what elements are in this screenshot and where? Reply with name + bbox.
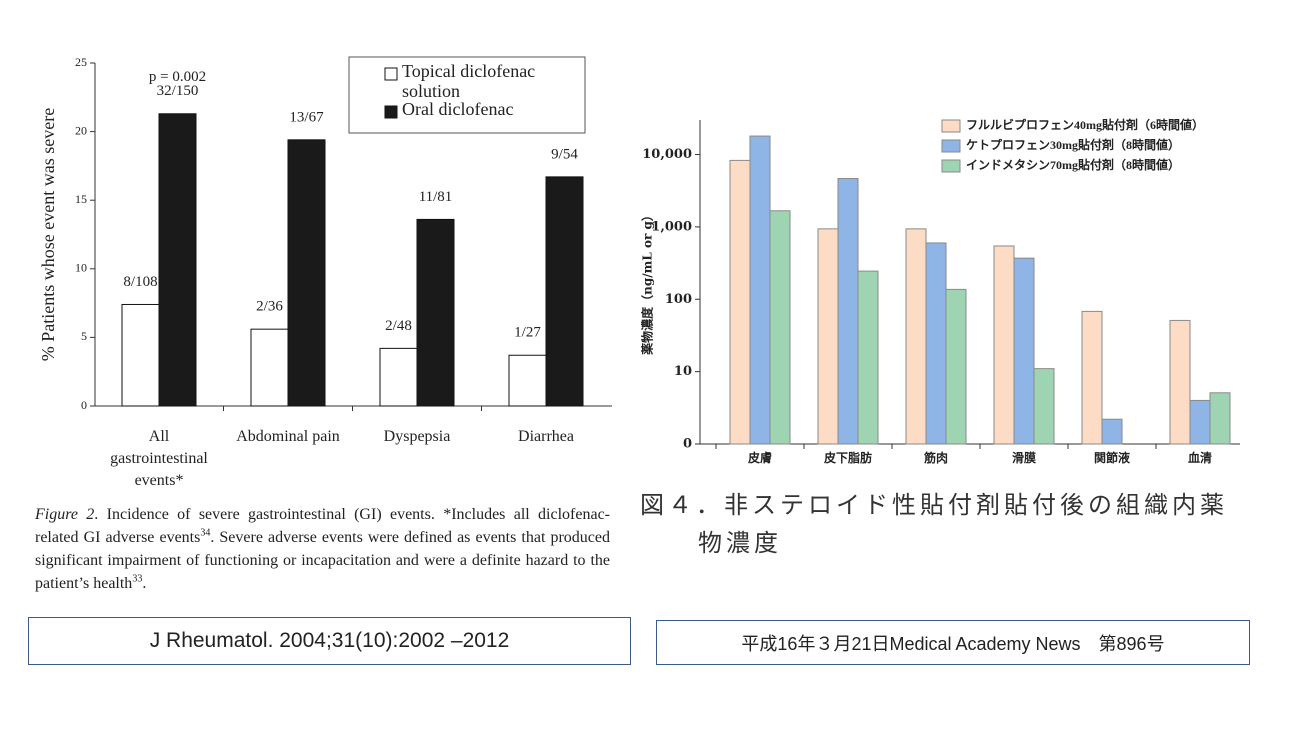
x-tick-label: 皮下脂肪 [823,450,872,465]
legend-label: インドメタシン70mg貼付剤（8時間値） [966,157,1180,172]
legend-label: フルルビプロフェン40mg貼付剤（6時間値） [966,117,1204,132]
y-tick-label: 0 [683,437,692,452]
bar [1189,399,1211,445]
y-tick-label: 5 [81,329,87,343]
bar [287,139,326,407]
y-tick-label: 100 [665,292,692,307]
caption: Figure 2. Incidence of severe gastrointe… [35,503,610,595]
bar [1209,392,1231,445]
value-label: 9/54 [551,146,578,162]
x-tick-label: Diarrhea [518,428,574,445]
bar [857,270,879,445]
bar [1169,319,1191,445]
value-label: 13/67 [289,109,324,125]
chart-title: 図４．非ステロイド性貼付剤貼付後の組織内薬物濃度 [640,491,1228,557]
y-tick-label: 10 [674,364,692,379]
bar [993,245,1015,445]
y-axis-label: % Patients whose event was severe [38,108,58,361]
y-tick-label: 10 [75,261,87,275]
bar [729,159,751,445]
legend-swatch [941,119,961,133]
x-tick-label: All gastrointestinal events* [110,428,208,489]
value-label: 2/48 [385,318,412,334]
y-axis-label: 薬物濃度（ng/mL or g） [640,209,655,355]
bar [905,228,927,445]
caption-part: 33 [132,573,143,585]
bar [158,113,197,407]
bar [1033,368,1055,445]
value-label: 2/36 [256,299,283,315]
legend-label: ケトプロフェン30mg貼付剤（8時間値） [966,137,1180,152]
y-tick-label: 1,000 [651,219,692,234]
legend-swatch [384,105,398,119]
y-tick-label: 20 [75,123,87,137]
value-label: 8/108 [123,274,157,290]
x-tick-label: 関節液 [1094,450,1130,465]
annotation: p = 0.002 [149,69,206,85]
caption-part: . [142,575,147,592]
caption-part: . Severe adverse events were defined as … [35,529,610,592]
source: 平成16年３月21日Medical Academy News 第896号 [656,620,1250,665]
x-tick-label: 皮膚 [747,450,772,465]
bar [508,354,547,407]
bar [416,218,455,407]
legend-swatch [384,67,398,81]
x-tick-label: Dyspepsia [383,428,451,445]
value-label: 1/27 [514,325,541,341]
legend-swatch [941,159,961,173]
legend-label: Oral diclofenac [402,99,514,119]
x-tick-label: 血清 [1188,450,1212,465]
bar [379,347,418,407]
bar [749,135,771,445]
bar [769,210,791,445]
bar [925,242,947,445]
x-tick-label: 筋肉 [923,450,948,465]
bar [945,288,967,445]
y-tick-label: 25 [75,55,87,69]
value-label: 32/150 [157,83,199,99]
bar [121,303,160,407]
legend-label: Topical diclofenac solution [402,61,536,101]
y-tick-label: 10,000 [642,147,692,162]
bar [545,176,584,407]
bar [817,228,839,445]
bar [1101,418,1123,445]
bar [837,178,859,445]
caption-part: Figure 2 [35,506,95,523]
bar [1013,257,1035,445]
caption-part: . Incidence of severe gastrointestinal (… [35,506,611,546]
legend-swatch [941,139,961,153]
bar [250,328,289,407]
source: J Rheumatol. 2004;31(10):2002 –2012 [28,617,631,665]
x-tick-label: Abdominal pain [236,428,340,445]
x-tick-label: 滑膜 [1012,450,1036,465]
y-tick-label: 15 [75,192,87,206]
bar [1081,310,1103,445]
caption-part: 34 [200,527,211,539]
value-label: 11/81 [419,189,453,205]
y-tick-label: 0 [81,398,87,412]
